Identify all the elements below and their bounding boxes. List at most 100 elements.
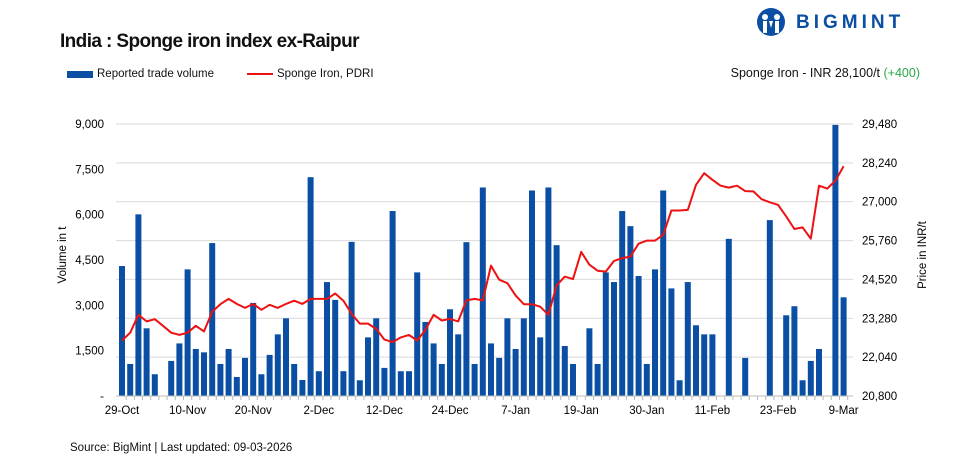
y-right-tick-label: 24,520 <box>862 274 897 286</box>
volume-bar <box>209 243 216 396</box>
volume-bar <box>447 309 453 396</box>
volume-bar <box>340 371 347 396</box>
volume-bar <box>488 343 494 396</box>
y-left-tick-label: 4,500 <box>75 255 104 267</box>
volume-bar <box>233 376 240 396</box>
y-right-tick-label: 27,000 <box>862 197 897 209</box>
volume-bar <box>807 360 814 396</box>
volume-bar <box>684 282 691 396</box>
volume-bar <box>299 379 306 396</box>
volume-bar <box>242 357 248 396</box>
x-tick-label: 23-Feb <box>760 405 796 417</box>
volume-bar <box>627 226 634 396</box>
source-note: Source: BigMint | Last updated: 09-03-20… <box>70 442 293 454</box>
legend-line-swatch <box>247 73 273 75</box>
volume-bar <box>168 360 175 396</box>
price-line <box>121 165 845 344</box>
bigmint-logo-icon <box>757 8 785 36</box>
volume-bar <box>201 352 207 396</box>
volume-bar <box>438 363 445 396</box>
volume-bar <box>176 343 183 396</box>
volume-bar <box>660 190 667 396</box>
volume-bar <box>520 318 527 396</box>
y-right-tick-label: 23,280 <box>862 313 897 325</box>
volume-bar <box>119 266 125 396</box>
volume-bar <box>127 363 134 396</box>
volume-bar <box>414 272 421 396</box>
x-tick-label: 11-Feb <box>695 405 731 417</box>
legend-bar-swatch <box>67 70 93 78</box>
y-axis-left-title: Volume in t <box>57 226 69 284</box>
volume-bar <box>791 306 798 396</box>
volume-bar <box>266 354 273 396</box>
x-tick-label: 24-Dec <box>431 405 468 417</box>
brand-logo: BIGMINT <box>754 8 904 38</box>
volume-bar <box>529 190 535 396</box>
volume-bar <box>192 349 199 396</box>
volume-bar <box>635 276 642 396</box>
volume-bar <box>561 345 568 396</box>
volume-bar <box>594 363 601 396</box>
volume-bar <box>217 363 224 396</box>
y-left-tick-label: 6,000 <box>75 210 104 222</box>
volume-bar <box>545 187 552 396</box>
legend-item-volume: Reported trade volume <box>67 68 214 80</box>
volume-bar <box>348 241 355 396</box>
volume-bar <box>709 334 716 396</box>
latest-price: Sponge Iron - INR 28,100/t (+400) <box>731 66 920 80</box>
volume-bar <box>307 177 314 396</box>
volume-bar <box>742 357 749 396</box>
volume-bar <box>619 211 626 396</box>
volume-bar <box>430 343 437 396</box>
volume-bar <box>135 214 142 396</box>
volume-bar <box>479 187 486 396</box>
legend-label-volume: Reported trade volume <box>97 68 214 80</box>
volume-bar <box>570 363 576 396</box>
y-right-tick-label: 28,240 <box>862 158 897 170</box>
y-left-tick-label: 7,500 <box>75 164 104 176</box>
volume-bar <box>455 334 462 396</box>
y-right-tick-label: 25,760 <box>862 236 897 248</box>
legend-label-price: Sponge Iron, PDRI <box>277 68 374 80</box>
volume-bar <box>766 220 773 396</box>
volume-bar <box>151 374 158 396</box>
y-axis-right-title: Price in INR/t <box>917 220 929 289</box>
volume-bar <box>611 282 617 396</box>
volume-bar <box>602 272 609 396</box>
y-right-tick-label: 29,480 <box>862 119 897 131</box>
y-left-tick-label: 9,000 <box>75 119 104 131</box>
x-tick-label: 20-Nov <box>235 405 272 417</box>
y-left-tick-label: - <box>100 391 104 403</box>
volume-bar <box>283 318 289 396</box>
brand-name: BIGMINT <box>796 12 905 33</box>
volume-bar <box>422 321 429 396</box>
volume-bar <box>676 380 683 396</box>
volume-bar <box>406 371 412 396</box>
volume-bar <box>701 334 708 396</box>
x-tick-label: 10-Nov <box>169 405 206 417</box>
volume-bar <box>356 380 363 396</box>
x-tick-label: 9-Mar <box>829 405 859 417</box>
y-left-tick-label: 3,000 <box>75 300 104 312</box>
volume-bar <box>389 211 396 396</box>
x-tick-label: 7-Jan <box>501 405 530 417</box>
volume-bar <box>315 371 322 396</box>
volume-bar <box>274 334 281 396</box>
y-left-tick-label: 1,500 <box>75 346 104 358</box>
volume-bar <box>832 124 839 396</box>
volume-bar <box>783 315 790 396</box>
volume-bar <box>381 367 388 396</box>
legend-item-price: Sponge Iron, PDRI <box>247 68 374 80</box>
x-tick-label: 2-Dec <box>303 405 334 417</box>
latest-price-change: (+400) <box>883 66 920 80</box>
volume-bar <box>668 288 675 396</box>
volume-bar <box>250 302 257 396</box>
volume-bar <box>693 325 699 396</box>
volume-bar <box>258 374 265 396</box>
volume-bar <box>373 318 380 396</box>
latest-price-text: Sponge Iron - INR 28,100/t <box>730 66 881 80</box>
volume-bar <box>225 349 232 396</box>
volume-bar <box>840 297 847 396</box>
volume-bar <box>816 349 822 396</box>
